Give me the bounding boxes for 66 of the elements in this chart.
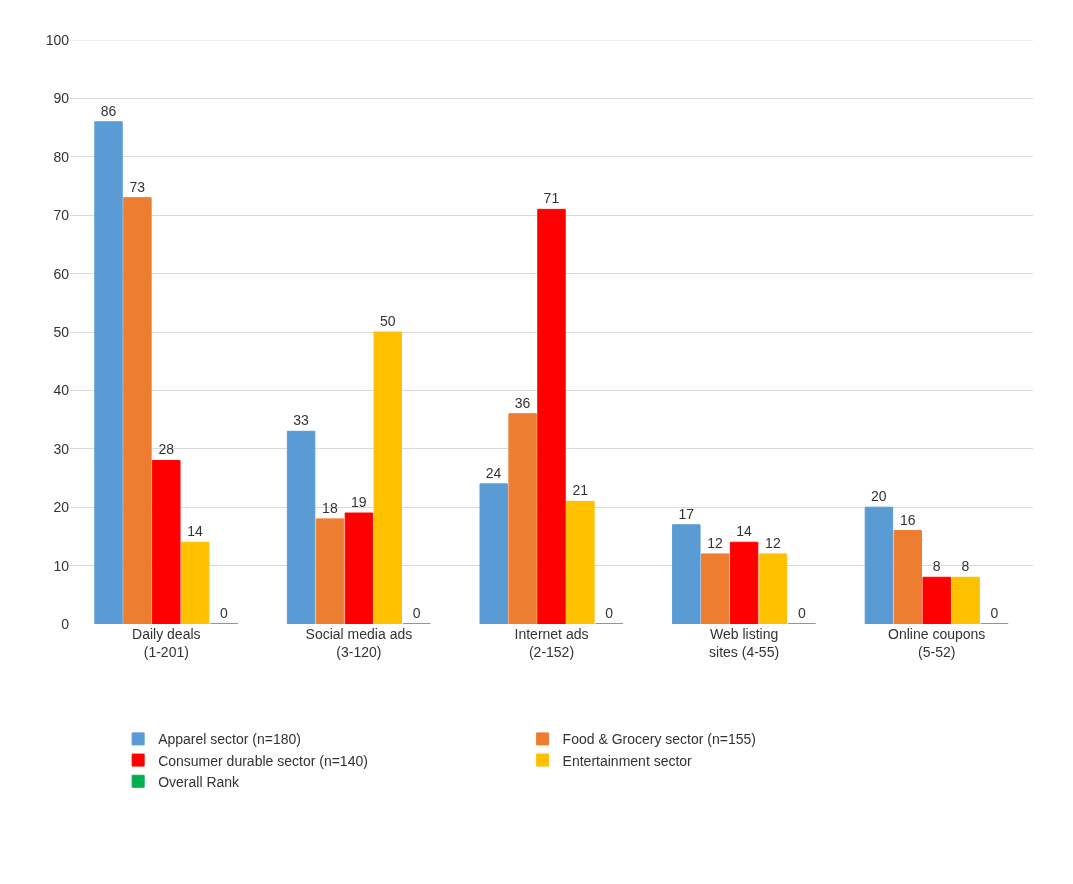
- bar: [893, 530, 923, 624]
- data-label: 0: [412, 605, 421, 621]
- bar: [864, 506, 894, 624]
- data-label: 86: [100, 102, 117, 119]
- data-label: 19: [351, 494, 367, 511]
- x-tick-label: Online coupons (5-52): [888, 626, 986, 661]
- bar: [373, 331, 403, 624]
- data-label: 73: [129, 178, 146, 195]
- x-tick-label: Social media ads (3-120): [305, 626, 413, 661]
- y-tick-label: 100: [45, 31, 70, 48]
- bar: [94, 121, 123, 624]
- data-label: 21: [572, 482, 589, 499]
- y-tick-label: 10: [53, 557, 70, 574]
- data-label: 17: [678, 505, 695, 522]
- bar: [152, 459, 181, 624]
- x-tick-label: Daily deals (1-201): [132, 626, 201, 661]
- data-label: 24: [485, 464, 502, 481]
- bar: [479, 483, 508, 624]
- data-label: 28: [158, 441, 175, 458]
- data-label: 0: [990, 605, 999, 621]
- bar: [508, 413, 537, 624]
- bar: [344, 512, 374, 624]
- data-label: 14: [187, 523, 204, 540]
- data-label: 8: [932, 558, 941, 575]
- bar: [123, 197, 152, 624]
- data-label: 12: [765, 534, 781, 551]
- bar: [672, 524, 701, 624]
- legend-label: Apparel sector (n=180): [158, 731, 301, 748]
- bar: [922, 576, 951, 624]
- bar: [700, 553, 730, 624]
- data-label: 20: [871, 488, 887, 505]
- x-tick-label: Internet ads (2-152): [514, 626, 589, 661]
- data-label: 71: [543, 190, 560, 207]
- data-label: 16: [899, 511, 916, 528]
- y-tick-label: 90: [53, 90, 70, 107]
- y-tick-label: 70: [53, 207, 70, 224]
- legend-label: Entertainment sector: [562, 752, 693, 769]
- data-label: 33: [293, 412, 310, 429]
- y-tick-label: 0: [61, 615, 70, 632]
- data-label: 50: [379, 313, 396, 329]
- bar: [729, 541, 759, 624]
- y-tick-label: 30: [53, 440, 70, 457]
- legend-label: Food & Grocery sector (n=155): [562, 731, 756, 748]
- y-tick-label: 80: [53, 148, 70, 165]
- bar: [180, 541, 210, 624]
- data-label: 14: [736, 523, 752, 540]
- data-label: 36: [514, 394, 531, 411]
- y-tick-label: 20: [53, 499, 70, 516]
- data-label: 8: [961, 558, 970, 575]
- bar: [537, 208, 566, 624]
- bar: [566, 500, 595, 624]
- bar: [758, 553, 788, 624]
- y-tick-label: 60: [53, 265, 70, 282]
- data-label: 0: [220, 605, 229, 621]
- legend-label: Consumer durable sector (n=140): [158, 752, 368, 769]
- data-label: 12: [707, 534, 724, 551]
- data-label: 0: [605, 605, 614, 621]
- y-tick-label: 40: [53, 382, 70, 399]
- bar: [315, 518, 345, 624]
- y-tick-label: 50: [53, 323, 70, 340]
- legend-label: Overall Rank: [158, 773, 241, 790]
- data-label: 0: [797, 605, 806, 621]
- bar: [286, 430, 316, 624]
- data-label: 18: [322, 499, 338, 516]
- x-tick-label: Web listing sites (4-55): [709, 626, 780, 661]
- bar: [951, 576, 980, 624]
